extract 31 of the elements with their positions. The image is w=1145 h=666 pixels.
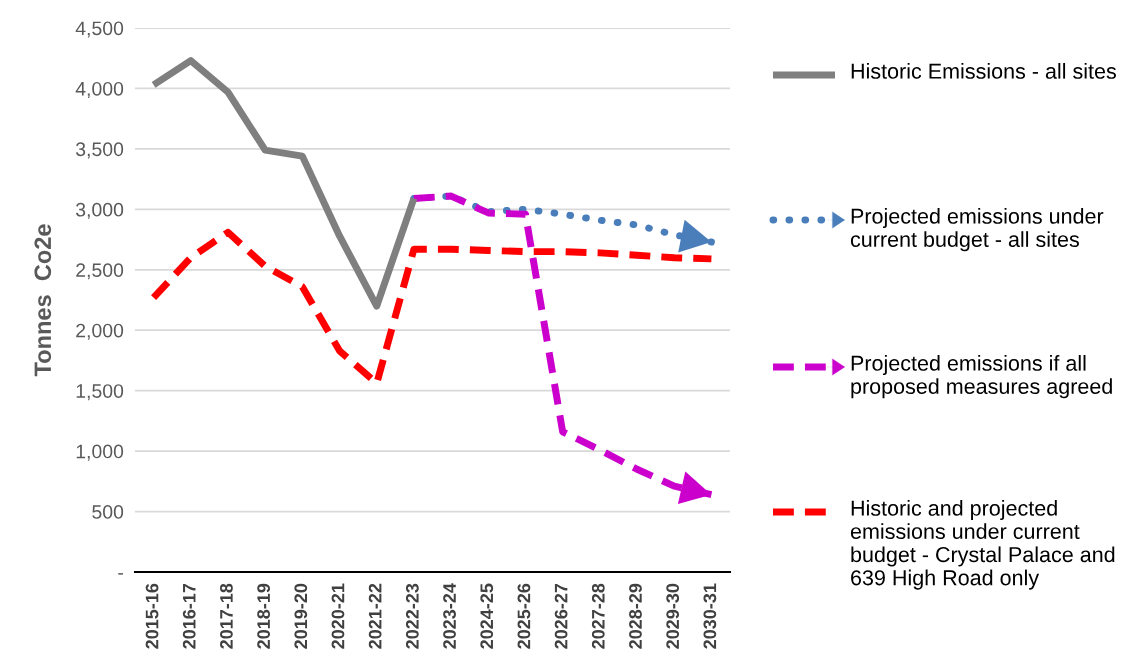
x-tick-label: 2026-27 <box>554 583 568 649</box>
x-tick-label: 2030-31 <box>703 583 717 649</box>
y-axis-title: Tonnes Co2e <box>34 224 52 377</box>
x-tick-label: 2028-29 <box>629 583 642 649</box>
x-tick-label: 2019-20 <box>294 583 308 649</box>
x-tick-label: 2023-24 <box>443 583 456 649</box>
x-tick-label: 2016-17 <box>182 583 196 649</box>
x-tick-label: 2029-30 <box>666 583 680 649</box>
x-tick-label: 2020-21 <box>331 583 345 649</box>
x-tick-label: 2015-16 <box>145 583 159 649</box>
x-tick-label: 2021-22 <box>368 583 382 649</box>
y-tick-label: 500 <box>92 505 124 519</box>
legend-label: Historic and projected emissions under current budget - Crystal Palace and 639 High Road only <box>850 500 1115 590</box>
y-tick-label: 4,000 <box>75 81 124 98</box>
x-tick-label: 2027-28 <box>591 583 605 649</box>
y-tick-label: 2,000 <box>76 323 124 340</box>
legend-label: Projected emissions under current budget - all sites <box>850 208 1104 252</box>
y-tick-label: 3,500 <box>75 142 124 159</box>
y-tick-label: - <box>118 573 124 575</box>
y-tick-label: 2,500 <box>76 263 124 280</box>
x-tick-label: 2017-18 <box>220 583 233 649</box>
x-tick-label: 2025-26 <box>517 583 531 649</box>
y-tick-label: 4,500 <box>75 21 124 38</box>
legend-label: Historic Emissions - all sites <box>851 63 1116 79</box>
legend-label: Projected emissions if all proposed measures agreed <box>851 355 1112 399</box>
x-tick-label: 2024-25 <box>480 583 494 649</box>
y-tick-label: 3,000 <box>75 202 124 219</box>
y-tick-label: 1,000 <box>76 444 124 461</box>
y-tick-label: 1,500 <box>76 384 124 401</box>
x-tick-label: 2018-19 <box>257 583 270 649</box>
x-tick-label: 2022-23 <box>405 583 419 649</box>
